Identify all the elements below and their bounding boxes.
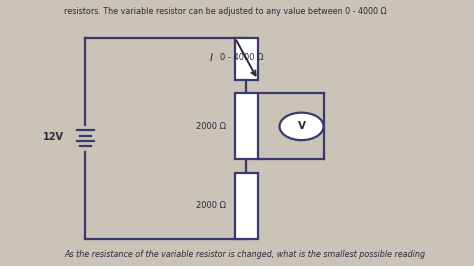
Circle shape [280,113,324,140]
Text: 2000 Ω: 2000 Ω [196,122,226,131]
Text: 0 - 4000 Ω: 0 - 4000 Ω [220,53,264,62]
Text: resistors. The variable resistor can be adjusted to any value between 0 - 4000 Ω: resistors. The variable resistor can be … [64,7,387,16]
Text: I: I [210,53,213,63]
Bar [235,38,258,80]
Text: As the resistance of the variable resistor is changed, what is the smallest poss: As the resistance of the variable resist… [64,250,425,259]
Text: 2000 Ω: 2000 Ω [196,201,226,210]
Bar [235,173,258,239]
Bar [235,93,258,159]
Text: V: V [298,121,306,131]
Text: 12V: 12V [43,132,64,142]
